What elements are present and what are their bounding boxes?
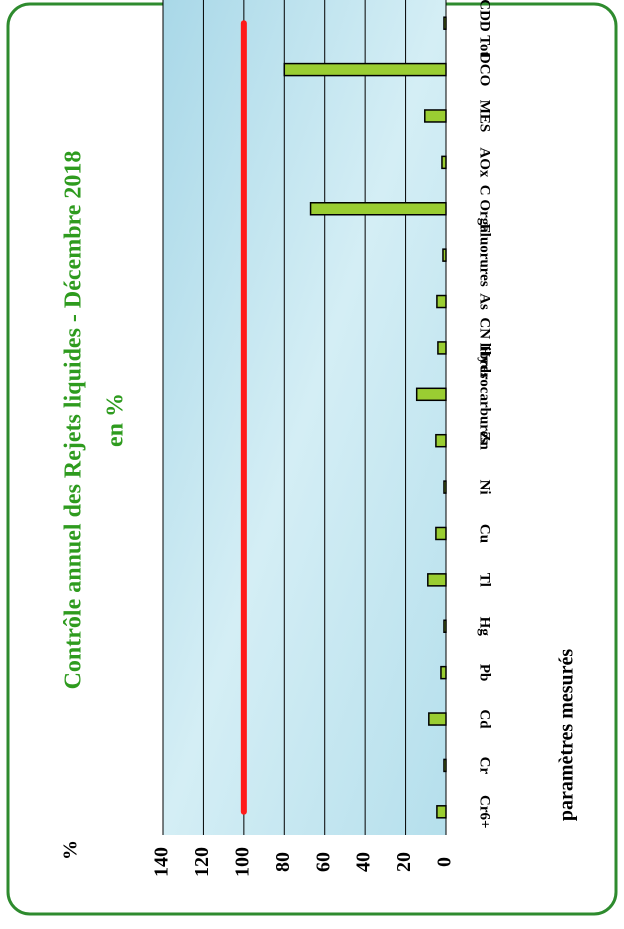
- category-label: Pb: [477, 664, 493, 682]
- bar: [444, 17, 446, 29]
- value-tick-label: 120: [191, 847, 213, 877]
- bar: [437, 806, 446, 818]
- bar: [444, 759, 446, 771]
- bar: [444, 620, 446, 632]
- category-label: C Orga: [477, 185, 493, 233]
- value-tick-label: 100: [231, 847, 253, 877]
- category-label: As: [477, 293, 493, 310]
- category-label: Hg: [477, 617, 493, 637]
- bar: [441, 667, 446, 679]
- bar: [425, 110, 446, 122]
- category-label: Cr: [477, 757, 493, 775]
- category-label: Cu: [477, 524, 493, 543]
- category-label: DCO: [477, 53, 493, 86]
- category-label: CN libres: [477, 317, 493, 378]
- plot-area: [163, 0, 446, 835]
- bar: [428, 574, 446, 586]
- bar: [438, 342, 446, 354]
- bar: [417, 388, 446, 400]
- bar: [436, 435, 446, 447]
- chart: Contrôle annuel des Rejets liquides - Dé…: [0, 0, 624, 929]
- category-label: Cd: [477, 709, 493, 729]
- bar: [284, 64, 446, 76]
- category-label: Ni: [477, 480, 493, 495]
- category-label: MES: [477, 100, 493, 133]
- category-label: PCDD Tot: [477, 0, 493, 56]
- chart-subtitle: en %: [103, 393, 129, 447]
- value-tick-label: 0: [434, 857, 456, 867]
- category-label: Tl: [477, 573, 493, 587]
- category-label: AOx: [477, 147, 493, 178]
- bar: [437, 296, 446, 308]
- value-tick-label: 60: [312, 852, 334, 872]
- category-label: Fluorures: [477, 224, 493, 287]
- bar: [429, 713, 446, 725]
- bar: [311, 203, 446, 215]
- bar: [436, 527, 446, 539]
- value-tick-label: 40: [353, 852, 375, 872]
- value-tick-label: 20: [393, 852, 415, 872]
- category-axis-label: paramètres mesurés: [556, 649, 578, 822]
- bar: [442, 156, 446, 168]
- value-tick-label: 140: [151, 847, 173, 877]
- value-tick-label: 80: [272, 852, 294, 872]
- value-axis-label: %: [60, 840, 82, 860]
- chart-title: Contrôle annuel des Rejets liquides - Dé…: [61, 151, 87, 690]
- bar: [444, 481, 446, 493]
- category-label: Cr6+: [477, 795, 493, 829]
- bar: [443, 249, 446, 261]
